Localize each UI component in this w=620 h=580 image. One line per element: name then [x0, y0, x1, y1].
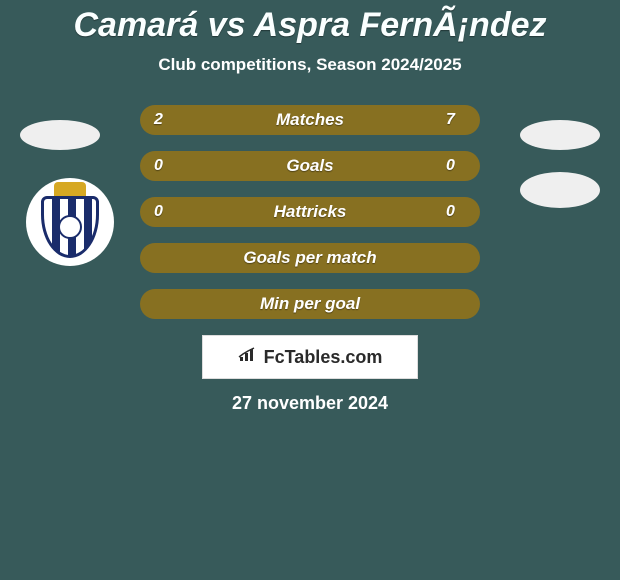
player-right-club-placeholder	[520, 172, 600, 208]
stat-label: Goals	[286, 156, 333, 176]
page-title: Camará vs Aspra FernÃ¡ndez	[0, 0, 620, 45]
player-left-club-crest	[26, 178, 114, 266]
stat-left-value: 2	[154, 111, 174, 129]
chart-icon	[238, 347, 258, 368]
stat-row-min-per-goal: Min per goal	[140, 289, 480, 319]
stats-panel: 2 Matches 7 0 Goals 0 0 Hattricks 0 Goal…	[140, 105, 480, 319]
stat-row-goals-per-match: Goals per match	[140, 243, 480, 273]
stat-right-value: 0	[446, 157, 466, 175]
stat-right-value: 7	[446, 111, 466, 129]
shield-icon	[41, 196, 99, 258]
stat-label: Matches	[276, 110, 344, 130]
date-label: 27 november 2024	[0, 393, 620, 414]
shield-center-icon	[58, 215, 82, 239]
player-right-badge-placeholder	[520, 120, 600, 150]
player-left-badge-placeholder	[20, 120, 100, 150]
branding-label: FcTables.com	[264, 347, 383, 368]
stat-label: Min per goal	[260, 294, 360, 314]
stat-row-goals: 0 Goals 0	[140, 151, 480, 181]
crown-icon	[54, 182, 86, 196]
stat-label: Goals per match	[243, 248, 376, 268]
stat-label: Hattricks	[274, 202, 347, 222]
stat-left-value: 0	[154, 157, 174, 175]
stat-row-hattricks: 0 Hattricks 0	[140, 197, 480, 227]
stat-right-value: 0	[446, 203, 466, 221]
subtitle: Club competitions, Season 2024/2025	[0, 55, 620, 75]
branding-box[interactable]: FcTables.com	[202, 335, 418, 379]
stat-row-matches: 2 Matches 7	[140, 105, 480, 135]
stat-left-value: 0	[154, 203, 174, 221]
